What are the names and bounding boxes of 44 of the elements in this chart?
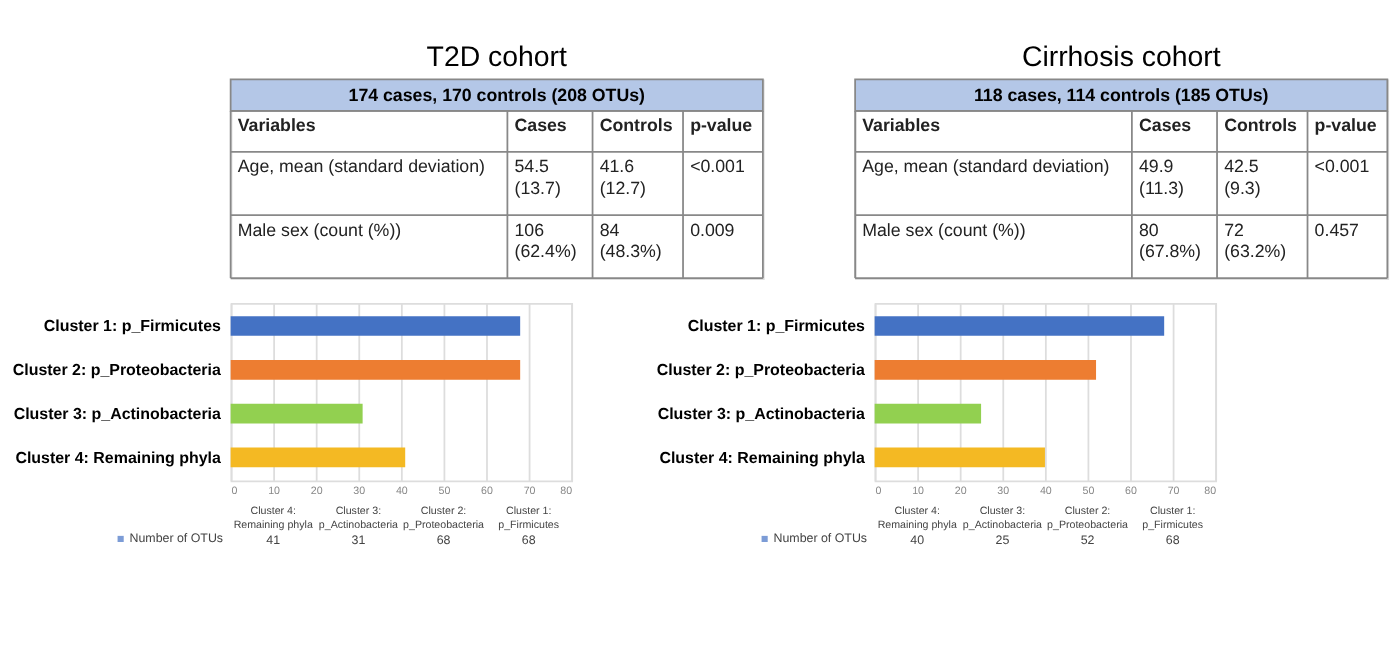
text: 174 cases, 170 controls (208 OTUs): [348, 84, 646, 105]
bar: [874, 447, 1045, 468]
text: 106 (62.4%): [514, 219, 577, 261]
text: Male sex (count (%)): [237, 219, 402, 240]
y-tick-label: Cluster 2: p_Proteobacteria: [12, 361, 222, 380]
category-label: Controls: [599, 115, 673, 136]
y-tick-label: Cluster 1: p_Firmicutes: [687, 317, 866, 336]
text: Age, mean (standard deviation): [862, 156, 1110, 177]
text: Age, mean (standard deviation): [237, 156, 485, 177]
text: 0.009: [690, 219, 735, 240]
bar: [230, 447, 406, 468]
y-tick-label: Cluster 3: p_Actinobacteria: [657, 404, 867, 423]
text: 80 (67.8%): [1138, 219, 1202, 261]
text: 0.457: [1314, 219, 1359, 240]
bar: [874, 316, 1165, 336]
bar: [230, 359, 521, 380]
category-label: Variables: [862, 115, 941, 136]
text: 72 (63.2%): [1224, 219, 1287, 261]
category-label: p-value: [690, 115, 753, 136]
text: 54.5 (13.7): [514, 156, 561, 198]
bar: [874, 403, 982, 424]
y-tick-label: Cluster 4: Remaining phyla: [659, 448, 867, 467]
text: 84 (48.3%): [599, 219, 662, 261]
text: Cirrhosis cohort: [1021, 42, 1221, 75]
y-tick-label: Cluster 1: p_Firmicutes: [43, 317, 222, 336]
text: 118 cases, 114 controls (185 OTUs): [973, 84, 1269, 105]
text: T2D cohort: [426, 42, 568, 75]
bar: [230, 403, 363, 424]
category-label: p-value: [1314, 115, 1377, 136]
text: <0.001: [1314, 156, 1370, 177]
category-label: Cases: [1138, 115, 1192, 136]
y-tick-label: Cluster 4: Remaining phyla: [15, 448, 222, 467]
text: 42.5 (9.3): [1224, 156, 1261, 198]
text: Male sex (count (%)): [862, 219, 1026, 240]
category-label: Controls: [1224, 115, 1298, 136]
text: 49.9 (11.3): [1138, 156, 1184, 198]
y-tick-label: Cluster 3: p_Actinobacteria: [13, 404, 223, 423]
text: 41.6 (12.7): [599, 156, 646, 198]
category-label: Cases: [514, 115, 567, 136]
y-tick-label: Cluster 2: p_Proteobacteria: [656, 361, 866, 380]
bar: [874, 359, 1097, 380]
bar: [230, 316, 521, 336]
category-label: Variables: [237, 115, 316, 136]
text: <0.001: [690, 156, 745, 177]
